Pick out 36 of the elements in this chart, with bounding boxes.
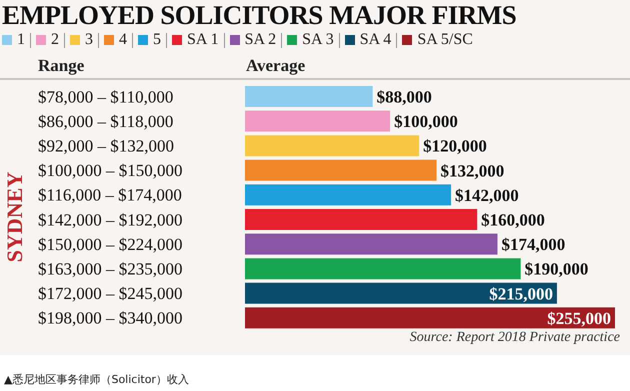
data-label: $100,000 <box>394 112 458 132</box>
y-tick-label: $163,000 – $235,000 <box>38 260 182 278</box>
text: Range <box>38 56 84 76</box>
data-label: $142,000 <box>455 186 519 205</box>
data-label: $174,000 <box>501 235 566 254</box>
legend-label: SA 4 <box>360 31 392 49</box>
data-label: $190,000 <box>524 260 588 279</box>
data-label: $215,000 <box>489 284 553 304</box>
data-label: $160,000 <box>481 210 545 230</box>
chart-title: EMPLOYED SOLICITORS MAJOR FIRMS <box>2 0 516 31</box>
data-label: $132,000 <box>440 161 504 180</box>
legend-label: 3 <box>85 31 93 49</box>
y-tick-label: $86,000 – $118,000 <box>38 112 174 131</box>
legend-label: SA 2 <box>244 31 276 49</box>
text: ▲悉尼地区事务律师（Solicitor）收入 <box>4 372 189 387</box>
y-tick-label: $78,000 – $110,000 <box>38 87 174 106</box>
y-tick-label: $116,000 – $174,000 <box>38 186 182 205</box>
text: Average <box>246 56 306 76</box>
y-tick-label: $198,000 – $340,000 <box>38 308 182 328</box>
y-tick-label: $92,000 – $132,000 <box>38 136 174 156</box>
legend-label: SA 5/SC <box>417 31 473 49</box>
data-label: $120,000 <box>423 136 487 156</box>
data-label: $255,000 <box>547 308 611 328</box>
annotation: Source: Report 2018 Private practice <box>410 330 620 346</box>
legend-label: SA 1 <box>187 31 219 49</box>
text: SYDNEY <box>2 172 27 262</box>
y-tick-label: $172,000 – $245,000 <box>38 284 182 304</box>
y-tick-label: $150,000 – $224,000 <box>38 234 182 254</box>
legend-label: SA 3 <box>302 31 334 49</box>
legend-label: 5 <box>153 31 161 49</box>
legend-label: 2 <box>51 31 59 49</box>
legend-label: 4 <box>119 31 127 49</box>
y-tick-label: $100,000 – $150,000 <box>38 161 182 180</box>
legend-label: 1 <box>17 31 25 49</box>
y-tick-label: $142,000 – $192,000 <box>38 210 182 230</box>
data-label: $88,000 <box>376 88 432 106</box>
